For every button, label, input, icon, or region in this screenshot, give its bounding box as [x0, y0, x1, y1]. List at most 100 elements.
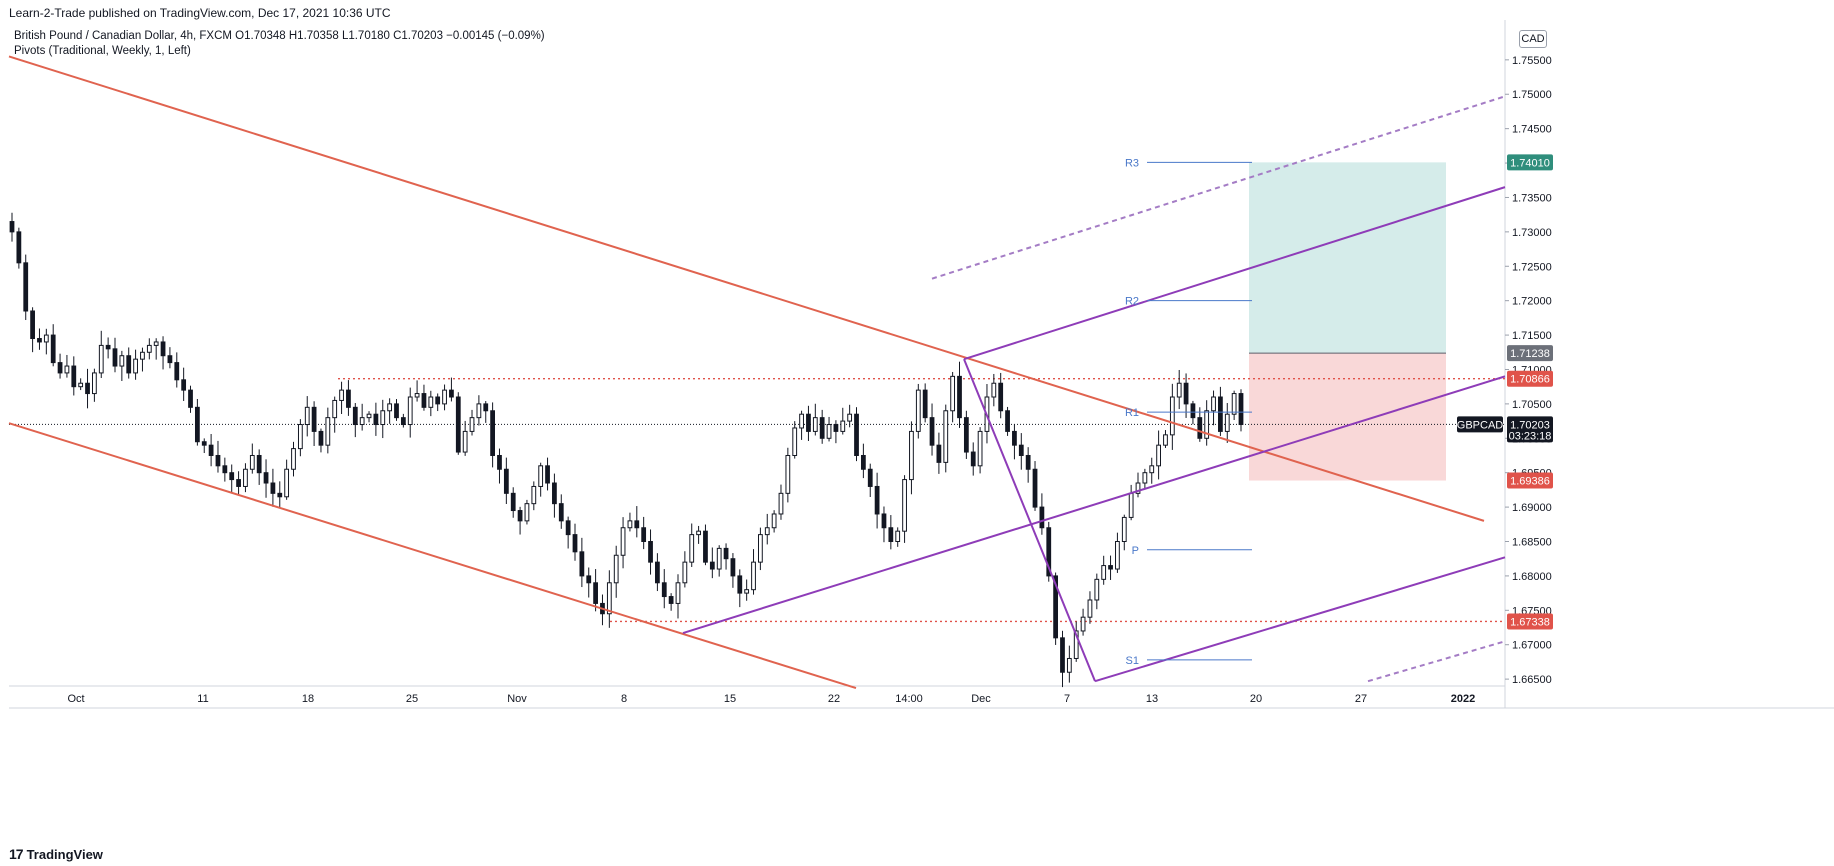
candle-body [243, 468, 248, 487]
tradingview-footer[interactable]: 17 TradingView [9, 846, 103, 862]
candle [792, 421, 798, 459]
candle-body [778, 492, 784, 515]
candle-body [1094, 578, 1100, 601]
candle-body [291, 448, 296, 470]
candle [888, 515, 894, 550]
candle [394, 399, 399, 421]
y-tick-label: 1.66500 [1512, 674, 1552, 686]
candle-body [1149, 465, 1155, 474]
candle [167, 347, 173, 369]
candle-body [380, 410, 386, 426]
candle [140, 347, 145, 372]
candle-body [565, 520, 571, 536]
y-tick-label: 1.73500 [1512, 192, 1552, 204]
candle-body [943, 410, 949, 463]
x-tick-label: 13 [1146, 693, 1158, 705]
candle-body [723, 547, 729, 560]
candle [854, 407, 859, 462]
candle-body [730, 558, 736, 577]
candle-body [812, 417, 818, 432]
candle [476, 395, 482, 426]
candle [881, 506, 887, 543]
candle [517, 506, 523, 535]
candle [92, 368, 97, 402]
candle [627, 512, 633, 532]
candle [1128, 484, 1134, 521]
candle-body [236, 479, 241, 487]
candle [387, 398, 393, 424]
price-tag [1507, 370, 1553, 387]
candle [819, 409, 825, 444]
candle-body [249, 454, 255, 470]
candle [1039, 493, 1045, 535]
candle [105, 337, 111, 359]
candle [400, 413, 406, 428]
candle-body [346, 389, 351, 408]
candle [545, 457, 550, 491]
candle-body [366, 413, 372, 419]
candle-body [229, 472, 235, 481]
candle-body [510, 492, 516, 512]
candle [929, 403, 935, 456]
candle-body [641, 527, 647, 543]
candle [85, 368, 90, 409]
horizontal-levels [9, 378, 1505, 623]
candle [613, 545, 619, 598]
candle [9, 212, 15, 242]
candle-body [105, 344, 111, 350]
y-tick-label: 1.72500 [1512, 261, 1552, 273]
candle [1169, 383, 1175, 450]
candle [572, 523, 578, 561]
candle-body [71, 365, 77, 388]
candle-body [716, 547, 722, 570]
candle-body [1238, 393, 1244, 426]
currency-badge[interactable]: CAD [1519, 30, 1547, 48]
x-tick-label: Nov [507, 693, 527, 705]
candle-body [57, 362, 63, 374]
candle-body [1018, 444, 1024, 456]
candle-body [1183, 382, 1189, 405]
candle-body [517, 510, 523, 522]
candle [1224, 403, 1230, 443]
x-tick-label: 25 [406, 693, 418, 705]
candle [764, 513, 770, 545]
candle-body [696, 530, 701, 536]
candle-body [751, 561, 756, 591]
candle [668, 593, 674, 611]
candle [236, 471, 241, 495]
candle [1115, 532, 1120, 573]
candle [380, 399, 386, 439]
candle-body [153, 341, 159, 346]
candle [339, 381, 344, 415]
candle-body [490, 410, 496, 456]
candle-body [895, 530, 901, 543]
candle [867, 463, 873, 497]
candle [291, 441, 296, 477]
candle [998, 372, 1004, 419]
candle [201, 438, 207, 454]
candle [1080, 608, 1086, 636]
candle-body [1108, 565, 1113, 570]
candle [538, 462, 544, 497]
candle [661, 569, 667, 609]
candle [414, 380, 420, 402]
candle [757, 527, 763, 571]
candle [243, 463, 248, 493]
candle [270, 468, 276, 507]
lower-dashed-line [1367, 640, 1506, 683]
candle-body [661, 582, 667, 598]
candle-body [1163, 434, 1168, 446]
candle-body [23, 262, 29, 312]
candle [895, 527, 901, 547]
swing-leg-line [963, 358, 1096, 682]
candle [812, 403, 818, 436]
candle-body [1121, 516, 1127, 543]
candle [1176, 369, 1182, 410]
candle [133, 349, 138, 380]
candle [778, 484, 784, 520]
candle [524, 499, 530, 525]
x-tick-label: 7 [1064, 693, 1070, 705]
candle [188, 385, 193, 413]
candle-body [558, 503, 564, 522]
